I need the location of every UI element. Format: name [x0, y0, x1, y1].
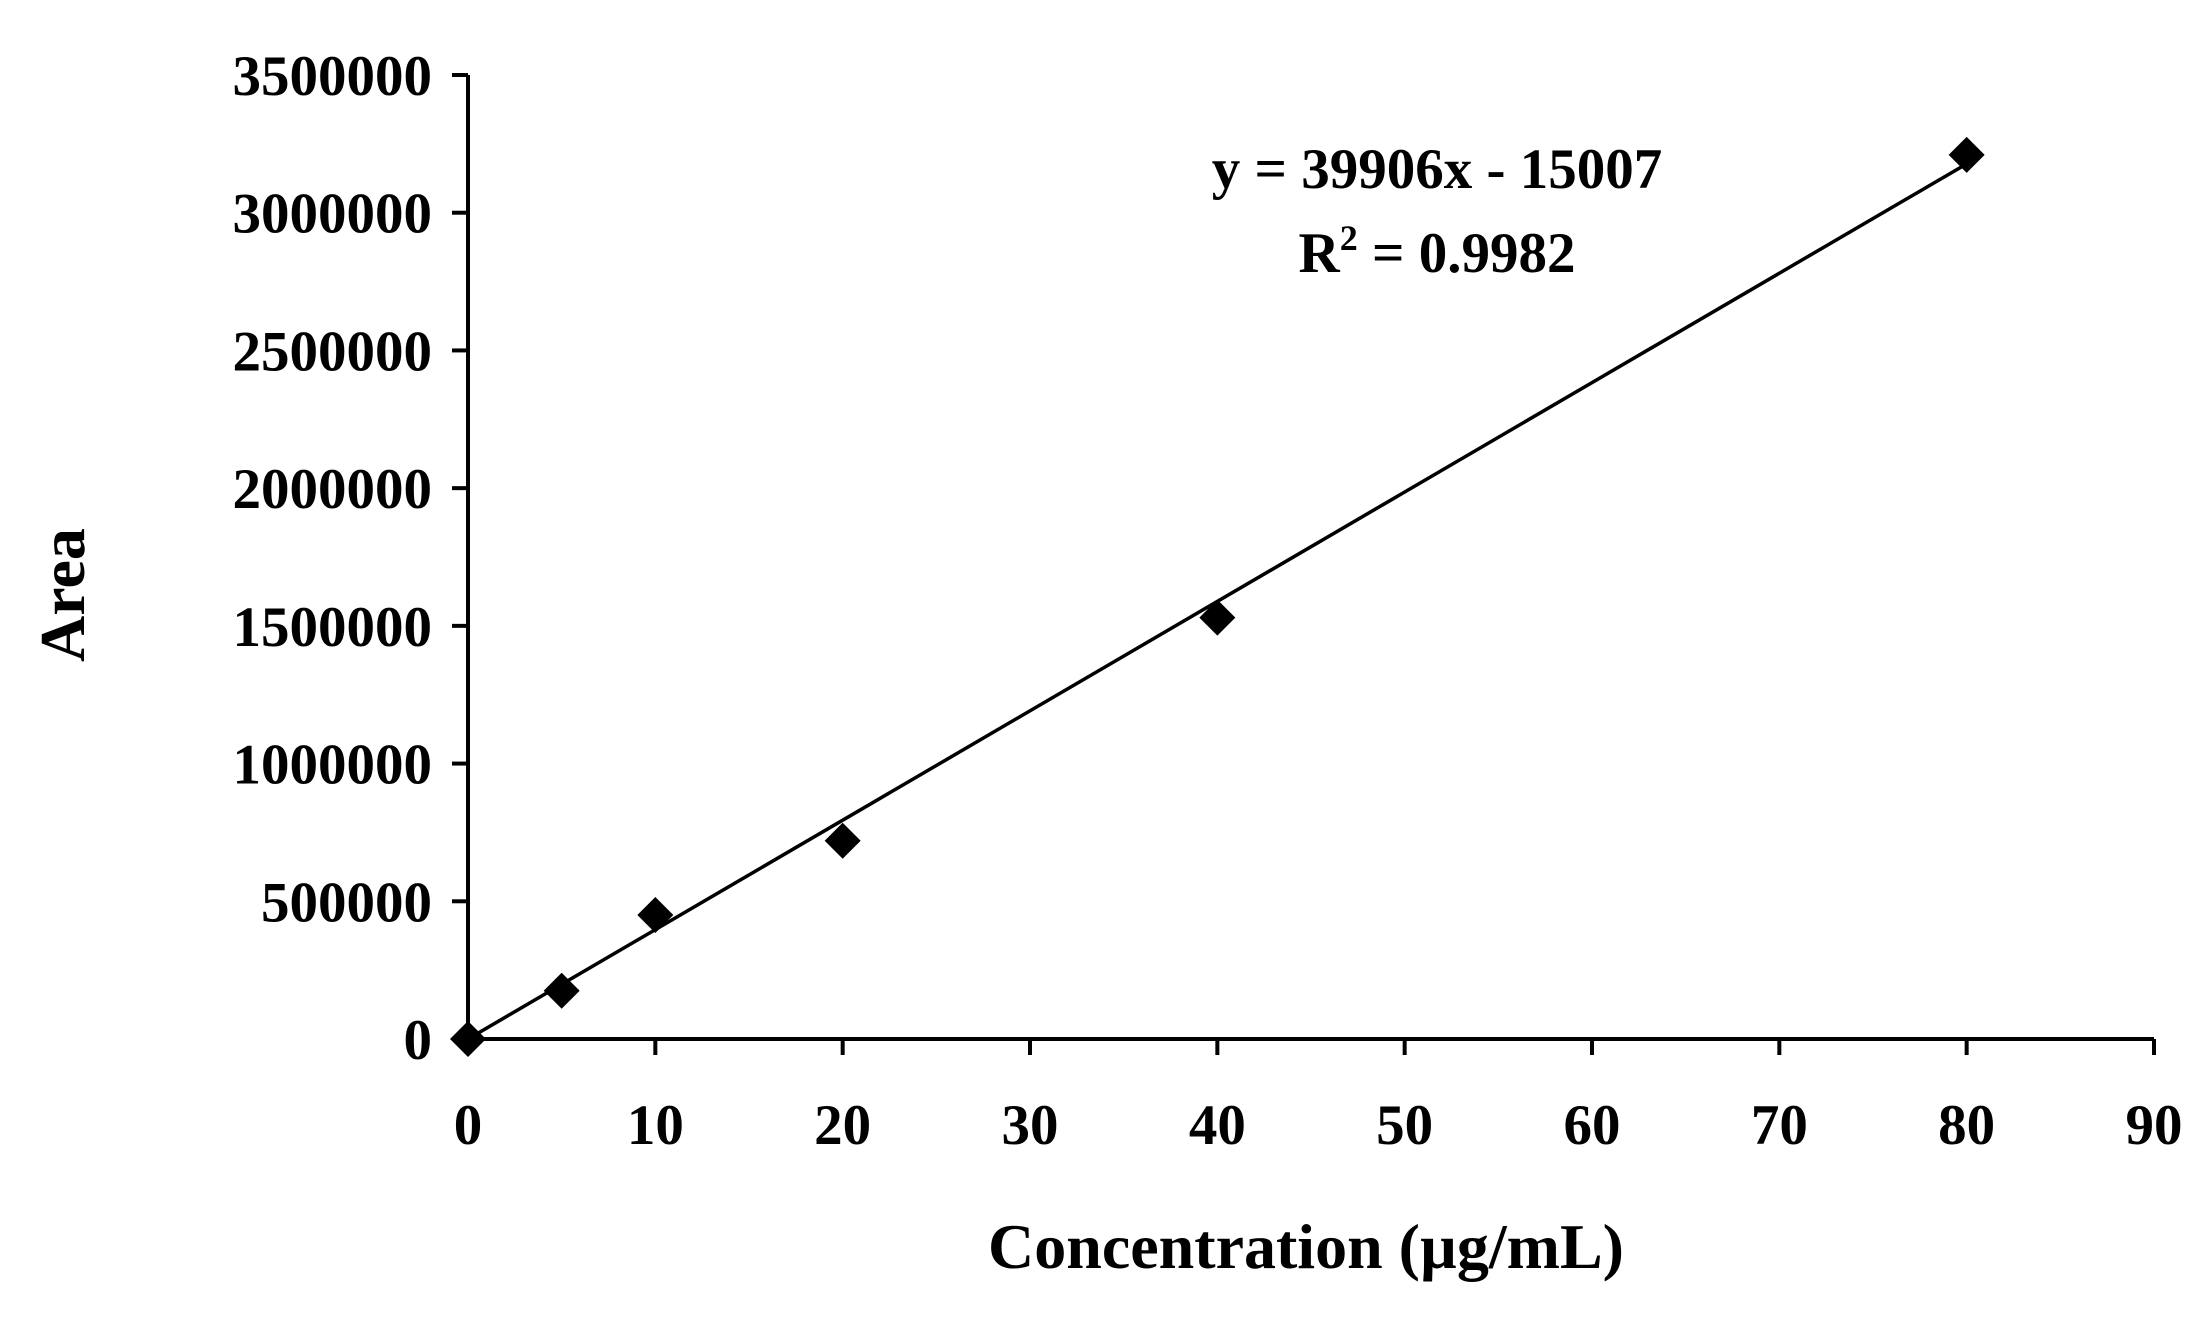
y-tick-label: 500000	[261, 871, 432, 934]
y-tick-label: 0	[404, 1009, 433, 1072]
y-tick-label: 1000000	[233, 734, 433, 797]
x-tick-label: 90	[2126, 1094, 2183, 1157]
r2-superscript: 2	[1340, 218, 1358, 258]
y-tick-label: 1500000	[233, 596, 433, 659]
y-tick-label: 3500000	[233, 45, 433, 108]
x-tick-label: 10	[627, 1094, 684, 1157]
y-tick-label: 2000000	[233, 458, 433, 521]
x-tick-label: 30	[1002, 1094, 1059, 1157]
x-tick-label: 80	[1938, 1094, 1995, 1157]
x-tick-label: 50	[1376, 1094, 1433, 1157]
data-points-layer	[450, 136, 1985, 1057]
data-point	[1948, 136, 1985, 173]
trendline-r2-label: R2 = 0.9982	[1299, 218, 1576, 285]
data-point	[637, 897, 674, 934]
trendline-equation-label: y = 39906x - 15007	[1212, 138, 1662, 201]
data-point	[1199, 599, 1236, 636]
data-point	[824, 822, 861, 859]
axes-layer: 0 500000 1000000 1500000 2000000 2500000 30000…	[233, 45, 2183, 1157]
r2-prefix: R	[1299, 222, 1341, 285]
x-axis-title: Concentration (µg/mL)	[988, 1211, 1624, 1282]
y-axis-title: Area	[27, 528, 98, 662]
x-tick-label: 40	[1189, 1094, 1246, 1157]
x-tick-label: 20	[814, 1094, 871, 1157]
text-layer: Concentration (µg/mL) Area y = 39906x - …	[27, 138, 1662, 1282]
r2-value: = 0.9982	[1358, 222, 1576, 285]
x-tick-label: 60	[1564, 1094, 1621, 1157]
data-point	[543, 972, 580, 1009]
x-tick-label: 0	[454, 1094, 483, 1157]
x-tick-label: 70	[1751, 1094, 1808, 1157]
y-tick-label: 3000000	[233, 183, 433, 246]
y-tick-label: 2500000	[233, 320, 433, 383]
data-point	[450, 1021, 486, 1057]
